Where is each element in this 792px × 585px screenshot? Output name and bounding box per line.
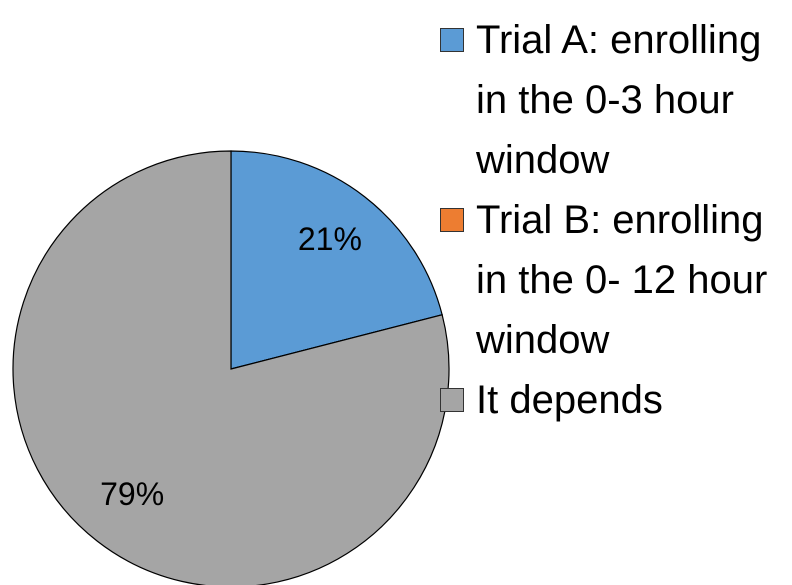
legend: Trial A: enrolling in the 0-3 hour windo… xyxy=(436,10,786,430)
pie-slice xyxy=(12,150,450,585)
data-label: 21% xyxy=(298,221,362,257)
legend-label: Trial A: enrolling in the 0-3 hour windo… xyxy=(476,18,762,182)
legend-item: Trial A: enrolling in the 0-3 hour windo… xyxy=(436,10,786,190)
pie-slice xyxy=(230,150,443,370)
legend-swatch xyxy=(440,388,464,412)
legend-item: It depends xyxy=(436,370,786,430)
legend-swatch xyxy=(440,208,464,232)
legend-swatch xyxy=(440,28,464,52)
legend-label: Trial B: enrolling in the 0- 12 hour win… xyxy=(476,198,768,362)
legend-label: It depends xyxy=(476,378,663,422)
legend-item: Trial B: enrolling in the 0- 12 hour win… xyxy=(436,190,786,370)
data-label: 79% xyxy=(100,476,164,512)
